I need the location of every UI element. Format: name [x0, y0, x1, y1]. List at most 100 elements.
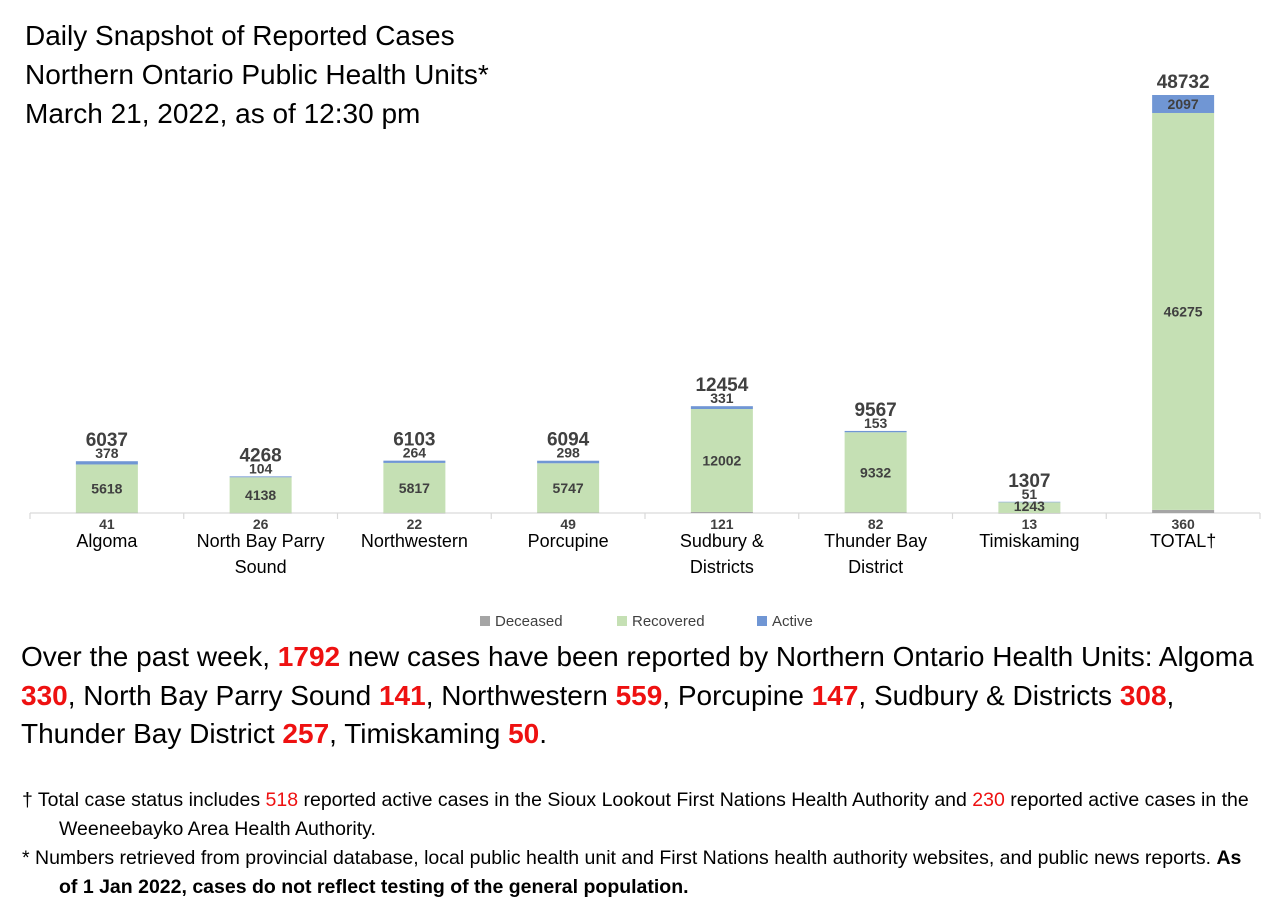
category-label: Northwestern	[361, 531, 468, 551]
data-label-total: 6103	[393, 430, 435, 451]
data-label-recovered: 1243	[1014, 498, 1045, 514]
data-label-active: 153	[864, 415, 888, 431]
category-label: Porcupine	[528, 531, 609, 551]
data-label-active: 51	[1022, 486, 1038, 502]
bar-deceased	[229, 512, 292, 514]
bar-deceased	[998, 512, 1061, 514]
summary-text: , Timiskaming	[329, 718, 509, 749]
summary-text: .	[539, 718, 548, 749]
summary-text: , Sudbury & Districts	[858, 679, 1120, 711]
footnote-dagger: † Total case status includes 518 reporte…	[22, 786, 1262, 844]
category-label: Sound	[235, 557, 287, 577]
bar-recovered	[844, 432, 907, 513]
footnote-text: reported active cases in the Sioux Looko…	[298, 789, 973, 811]
data-label-total: 48732	[1157, 72, 1210, 93]
data-label-recovered: 4138	[245, 487, 276, 503]
summary-number: 50	[508, 718, 540, 749]
data-label-recovered: 46275	[1164, 303, 1203, 319]
bar-deceased	[75, 512, 138, 514]
summary-text: , Thunder Bay District	[21, 679, 1175, 750]
data-label-recovered: 9332	[860, 464, 891, 480]
summary-number: 559	[615, 679, 663, 711]
title-line-3: March 21, 2022, as of 12:30 pm	[25, 98, 421, 129]
data-label-deceased: 82	[868, 516, 884, 532]
data-label-deceased: 26	[253, 516, 269, 532]
footnote-number: 518	[265, 789, 299, 811]
bar-active	[537, 460, 600, 464]
data-label-deceased: 13	[1022, 516, 1038, 532]
category-label: TOTAL†	[1150, 531, 1216, 551]
category-label: Thunder Bay	[824, 531, 927, 551]
data-label-total: 6094	[547, 430, 590, 451]
legend-label-deceased: Deceased	[495, 613, 563, 630]
chart-title: Daily Snapshot of Reported Cases Norther…	[25, 16, 489, 133]
bar-active	[229, 476, 292, 478]
summary-text: new cases have been reported by Northern…	[340, 641, 1254, 672]
data-label-active: 298	[556, 445, 580, 461]
bar-active	[844, 430, 907, 433]
data-label-deceased: 49	[560, 516, 576, 532]
bar-deceased	[844, 512, 907, 513]
data-label-total: 12454	[695, 375, 748, 396]
data-label-active: 331	[710, 390, 734, 406]
footnote-text: * Numbers retrieved from provincial data…	[22, 847, 1217, 869]
bar-recovered	[1152, 112, 1215, 510]
data-label-total: 4268	[239, 445, 281, 466]
title-line-2: Northern Ontario Public Health Units*	[25, 59, 489, 90]
bar-recovered	[998, 502, 1061, 513]
bar-active	[1152, 95, 1215, 113]
bar-deceased	[383, 512, 446, 514]
data-label-active: 2097	[1168, 96, 1199, 112]
legend-label-active: Active	[772, 613, 813, 630]
summary-text: Over the past week,	[21, 641, 278, 672]
data-label-recovered: 5618	[91, 481, 122, 497]
weekly-summary: Over the past week, 1792 new cases have …	[21, 638, 1271, 754]
data-label-deceased: 22	[407, 516, 423, 532]
bar-active	[383, 460, 446, 463]
footnote-text: † Total case status includes	[22, 789, 266, 811]
bar-recovered	[75, 464, 138, 513]
data-label-recovered: 5747	[553, 480, 584, 496]
data-label-deceased: 121	[710, 516, 734, 532]
summary-number: 257	[282, 718, 330, 749]
legend-label-recovered: Recovered	[632, 613, 705, 630]
category-label: Timiskaming	[979, 531, 1079, 551]
bar-deceased	[537, 512, 600, 514]
data-label-active: 378	[95, 445, 119, 461]
title-line-1: Daily Snapshot of Reported Cases	[25, 20, 455, 51]
data-label-deceased: 41	[99, 516, 115, 532]
footnotes: † Total case status includes 518 reporte…	[22, 786, 1262, 902]
summary-text: , Northwestern	[425, 679, 616, 711]
summary-number: 147	[811, 679, 859, 711]
legend-swatch-active	[757, 616, 767, 626]
bar-recovered	[383, 462, 446, 513]
bar-active	[75, 461, 138, 465]
category-label: Sudbury &	[680, 531, 764, 551]
summary-number: 141	[378, 679, 426, 711]
data-label-total: 1307	[1008, 471, 1050, 492]
data-label-deceased: 360	[1171, 516, 1195, 532]
footnote-number: 230	[972, 789, 1005, 811]
summary-number: 330	[21, 679, 68, 711]
footnote-bold-text: As of 1 Jan 2022, cases do not reflect t…	[59, 847, 1242, 898]
data-label-active: 104	[249, 460, 273, 476]
data-label-total: 9567	[854, 400, 896, 421]
summary-number: 308	[1119, 679, 1167, 711]
bar-active	[998, 501, 1061, 503]
category-label: Algoma	[76, 531, 138, 551]
bar-deceased	[1152, 509, 1215, 513]
legend-swatch-recovered	[617, 616, 627, 626]
category-label: Districts	[690, 557, 754, 577]
bar-recovered	[690, 409, 753, 512]
data-label-recovered: 12002	[702, 452, 741, 468]
bar-recovered	[537, 463, 600, 513]
footnote-asterisk: * Numbers retrieved from provincial data…	[22, 844, 1262, 902]
data-label-recovered: 5817	[399, 480, 430, 496]
category-label: North Bay Parry	[197, 531, 325, 551]
summary-text: , North Bay Parry Sound	[67, 679, 379, 711]
summary-number: 1792	[277, 641, 341, 672]
bar-active	[690, 406, 753, 410]
bar-recovered	[229, 477, 292, 513]
bar-deceased	[690, 511, 753, 513]
